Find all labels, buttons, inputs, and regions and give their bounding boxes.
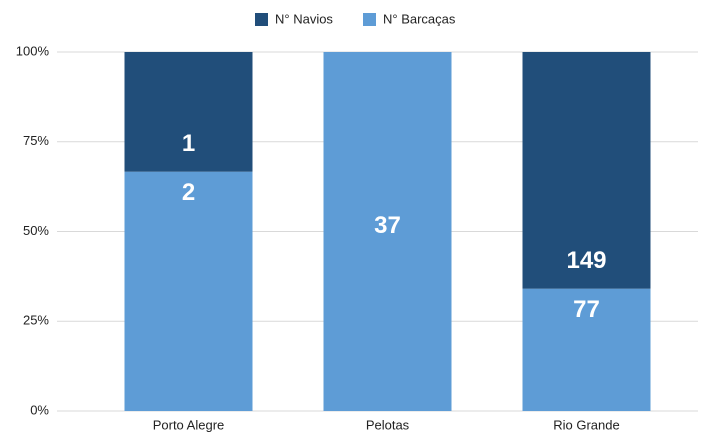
x-tick-label: Pelotas [366,417,410,432]
legend-swatch [363,13,376,26]
data-label: 77 [573,296,600,323]
data-label: 149 [566,247,606,274]
y-tick-label: 100% [16,43,50,58]
data-label: 2 [182,179,195,206]
y-tick-label: 75% [23,133,49,148]
legend-label: N° Navios [275,11,333,26]
bar-segment [124,52,253,172]
legend-swatch [255,13,268,26]
data-label: 37 [374,212,401,239]
y-tick-label: 25% [23,313,49,328]
y-tick-label: 50% [23,223,49,238]
bar-segment [323,52,452,411]
bar-segment [124,171,253,411]
bar-segment [522,288,651,411]
x-tick-label: Rio Grande [553,417,619,432]
x-tick-label: Porto Alegre [153,417,225,432]
legend-label: N° Barcaças [383,11,456,26]
bar-segment [522,52,651,289]
data-label: 1 [182,130,195,157]
y-tick-label: 0% [30,402,49,417]
